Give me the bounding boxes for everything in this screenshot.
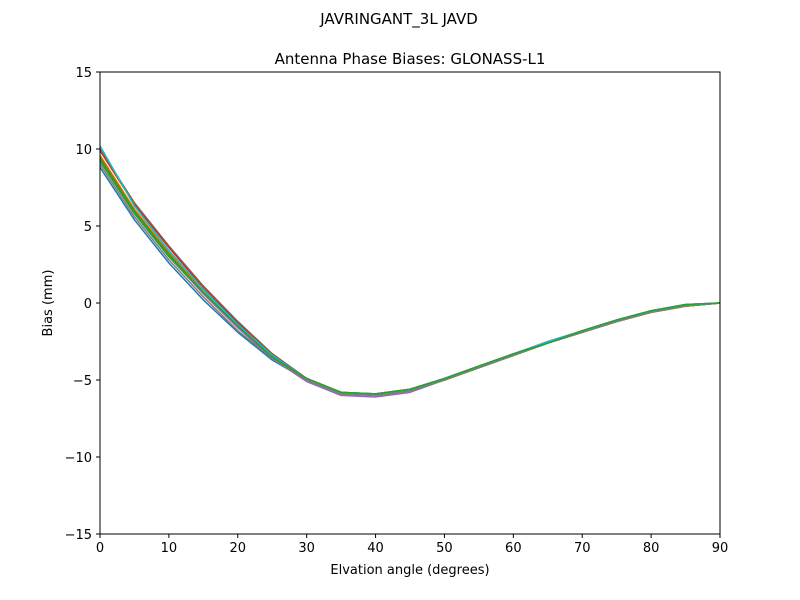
- x-tick-label: 20: [230, 541, 247, 556]
- x-tick-label: 90: [712, 541, 729, 556]
- y-tick-label: 5: [84, 220, 92, 235]
- y-axis-ticks: −15 −10 −5 0 5 10 15: [65, 66, 100, 543]
- x-tick-label: 40: [367, 541, 384, 556]
- y-tick-label: −15: [65, 528, 92, 543]
- x-tick-label: 70: [574, 541, 591, 556]
- x-tick-label: 0: [96, 541, 104, 556]
- figure-suptitle: JAVRINGANT_3L JAVD: [319, 10, 478, 29]
- y-axis-label: Bias (mm): [41, 270, 56, 337]
- x-axis-ticks: 0 10 20 30 40 50 60 70 80 90: [96, 534, 728, 556]
- chart-title: Antenna Phase Biases: GLONASS-L1: [275, 50, 546, 68]
- y-tick-label: 0: [84, 297, 92, 312]
- x-axis-label: Elvation angle (degrees): [330, 563, 489, 578]
- y-tick-label: 15: [75, 66, 92, 81]
- y-tick-label: −5: [73, 374, 92, 389]
- x-tick-label: 80: [643, 541, 660, 556]
- x-tick-label: 60: [505, 541, 522, 556]
- series-line-8: [99, 163, 721, 397]
- y-tick-label: 10: [75, 143, 92, 158]
- y-tick-label: −10: [65, 451, 92, 466]
- series-layer: [99, 145, 721, 398]
- x-tick-label: 30: [298, 541, 315, 556]
- x-tick-label: 10: [161, 541, 178, 556]
- x-tick-label: 50: [436, 541, 453, 556]
- series-line-10: [99, 159, 721, 395]
